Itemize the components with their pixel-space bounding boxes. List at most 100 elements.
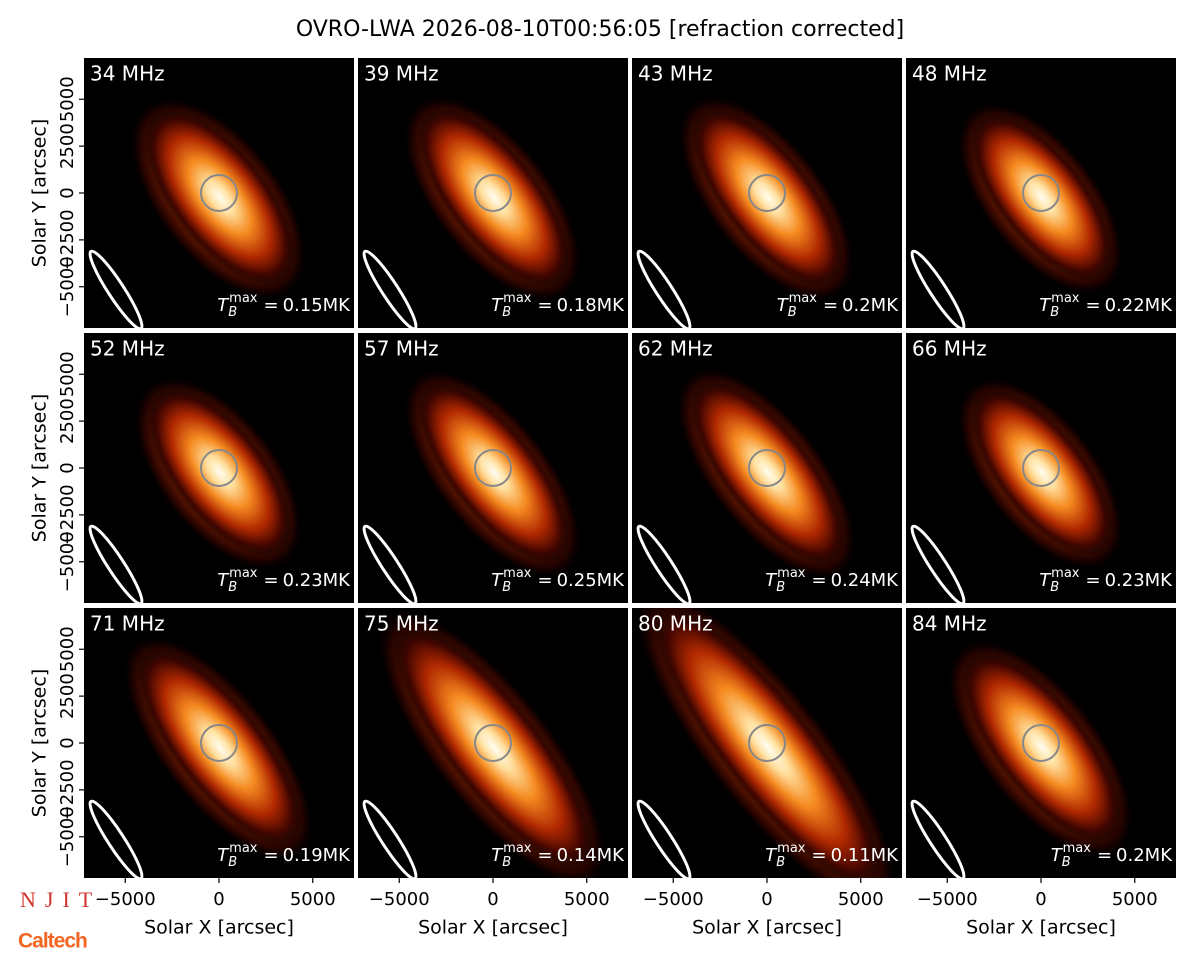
y-axis-label: Solar Y [arcsec]	[29, 119, 51, 267]
beam	[636, 524, 692, 603]
panel: 71 MHz TBmax = 0.19MK	[84, 608, 354, 878]
panel-title: 84 MHz	[912, 612, 987, 636]
tb-value: 0.22MK	[1105, 295, 1174, 316]
panel: 84 MHz TBmax = 0.2MK	[906, 608, 1176, 878]
y-tick-label: 5000	[57, 76, 78, 122]
x-tick-label: −5000	[369, 889, 430, 910]
x-axis-label: Solar X [arcsec]	[144, 917, 294, 939]
solar-disk	[200, 449, 238, 487]
beam	[636, 799, 692, 878]
tb-sub: B	[776, 855, 785, 870]
y-tick-label: 2500	[57, 123, 78, 169]
tb-eq: =	[537, 845, 552, 866]
x-tick-label: 5000	[838, 889, 884, 910]
tb-symbol: T	[1039, 570, 1052, 591]
x-tick-label: 0	[761, 889, 772, 910]
solar-disk	[748, 724, 786, 762]
tb-eq: =	[537, 570, 552, 591]
tb-value: 0.2MK	[842, 295, 899, 316]
y-tick-label: 0	[57, 462, 78, 473]
tb-symbol: T	[217, 845, 230, 866]
y-tick-label: 0	[57, 737, 78, 748]
tb-max-annotation: TBmax = 0.14MK	[491, 841, 625, 870]
emission	[971, 114, 1113, 281]
tb-symbol: T	[765, 570, 778, 591]
y-tick-label: −2500	[57, 209, 78, 270]
beam	[362, 799, 418, 878]
solar-disk	[1022, 449, 1060, 487]
tb-sup: max	[789, 291, 818, 306]
solar-disk	[474, 449, 512, 487]
emission	[138, 649, 302, 846]
panel-title: 39 MHz	[364, 62, 439, 86]
beam	[910, 249, 966, 328]
solar-disk	[474, 174, 512, 212]
panel-title: 71 MHz	[90, 612, 165, 636]
x-tick-label: 5000	[1112, 889, 1158, 910]
panel-title: 48 MHz	[912, 62, 987, 86]
y-tick-label: 0	[57, 187, 78, 198]
x-tick-label: 5000	[564, 889, 610, 910]
y-tick-label: 5000	[57, 351, 78, 397]
solar-disk	[1022, 724, 1060, 762]
tb-max-annotation: TBmax = 0.24MK	[765, 566, 899, 595]
panel-title: 34 MHz	[90, 62, 165, 86]
tb-max-annotation: TBmax = 0.2MK	[1051, 841, 1174, 870]
panel: 75 MHz TBmax = 0.14MK	[358, 608, 628, 878]
tb-sup: max	[777, 566, 806, 581]
tb-max-annotation: TBmax = 0.2MK	[777, 291, 900, 320]
tb-eq: =	[1085, 570, 1100, 591]
y-tick-label: −5000	[57, 806, 78, 867]
tb-sub: B	[1050, 580, 1059, 595]
tb-eq: =	[537, 295, 552, 316]
tb-symbol: T	[777, 295, 790, 316]
emission	[962, 652, 1122, 843]
tb-eq: =	[263, 295, 278, 316]
emission	[144, 109, 295, 286]
tb-value: 0.19MK	[283, 845, 352, 866]
tb-value: 0.14MK	[557, 845, 626, 866]
tb-value: 0.25MK	[557, 570, 626, 591]
tb-max-annotation: TBmax = 0.11MK	[765, 841, 899, 870]
tb-value: 0.11MK	[831, 845, 900, 866]
panel: 62 MHz TBmax = 0.24MK	[632, 333, 902, 603]
panel: 43 MHz TBmax = 0.2MK	[632, 58, 902, 328]
solar-disk	[1022, 174, 1060, 212]
beam	[88, 249, 144, 328]
tb-eq: =	[811, 570, 826, 591]
tb-symbol: T	[1039, 295, 1052, 316]
tb-symbol: T	[491, 570, 504, 591]
beam	[362, 524, 418, 603]
tb-sub: B	[1050, 305, 1059, 320]
emission	[690, 380, 846, 565]
beam	[88, 799, 144, 878]
tb-sup: max	[1051, 291, 1080, 306]
beam	[636, 249, 692, 328]
panel: 57 MHz TBmax = 0.25MK	[358, 333, 628, 603]
tb-sup: max	[229, 566, 258, 581]
panel-title: 80 MHz	[638, 612, 713, 636]
y-tick-label: −5000	[57, 256, 78, 317]
tb-value: 0.18MK	[557, 295, 626, 316]
beam	[910, 524, 966, 603]
solar-disk	[748, 174, 786, 212]
tb-max-annotation: TBmax = 0.23MK	[217, 566, 351, 595]
tb-eq: =	[1085, 295, 1100, 316]
tb-sub: B	[502, 580, 511, 595]
tb-eq: =	[811, 845, 826, 866]
beam	[362, 249, 418, 328]
x-tick-label: 5000	[290, 889, 336, 910]
tb-sub: B	[502, 855, 511, 870]
panel-title: 62 MHz	[638, 337, 713, 361]
x-tick-label: −5000	[643, 889, 704, 910]
tb-max-annotation: TBmax = 0.15MK	[217, 291, 351, 320]
tb-sub: B	[228, 855, 237, 870]
logo-caltech: Caltech	[18, 930, 87, 953]
solar-disk	[748, 449, 786, 487]
y-tick-label: 2500	[57, 673, 78, 719]
panel-title: 75 MHz	[364, 612, 439, 636]
tb-sup: max	[503, 841, 532, 856]
panel-title: 43 MHz	[638, 62, 713, 86]
tb-max-annotation: TBmax = 0.19MK	[217, 841, 351, 870]
